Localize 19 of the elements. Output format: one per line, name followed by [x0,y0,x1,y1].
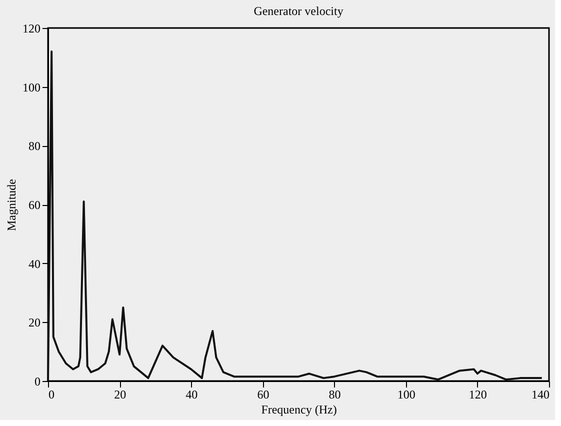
chart-title: Generator velocity [254,4,344,18]
x-tick-label: 40 [186,388,198,402]
y-tick-label: 100 [22,80,40,94]
y-tick-label: 20 [28,316,40,330]
y-tick-label: 120 [22,22,40,36]
y-axis-title: Magnitude [4,179,18,231]
x-axis-title: Frequency (Hz) [261,402,337,416]
x-tick-label: 60 [257,388,270,402]
x-tick-label: 120 [468,388,487,402]
y-tick-label: 0 [34,374,40,388]
line-series [47,50,543,382]
x-tick-label: 100 [397,388,416,402]
y-tick-label: 80 [28,139,40,154]
x-tick-label: 140 [532,388,550,402]
x-tick-label: 20 [114,388,126,402]
x-tick-label: 0 [48,388,54,402]
y-tick-label: 40 [28,256,40,271]
x-tick-label: 80 [328,388,341,402]
y-tick-label: 60 [28,198,40,212]
